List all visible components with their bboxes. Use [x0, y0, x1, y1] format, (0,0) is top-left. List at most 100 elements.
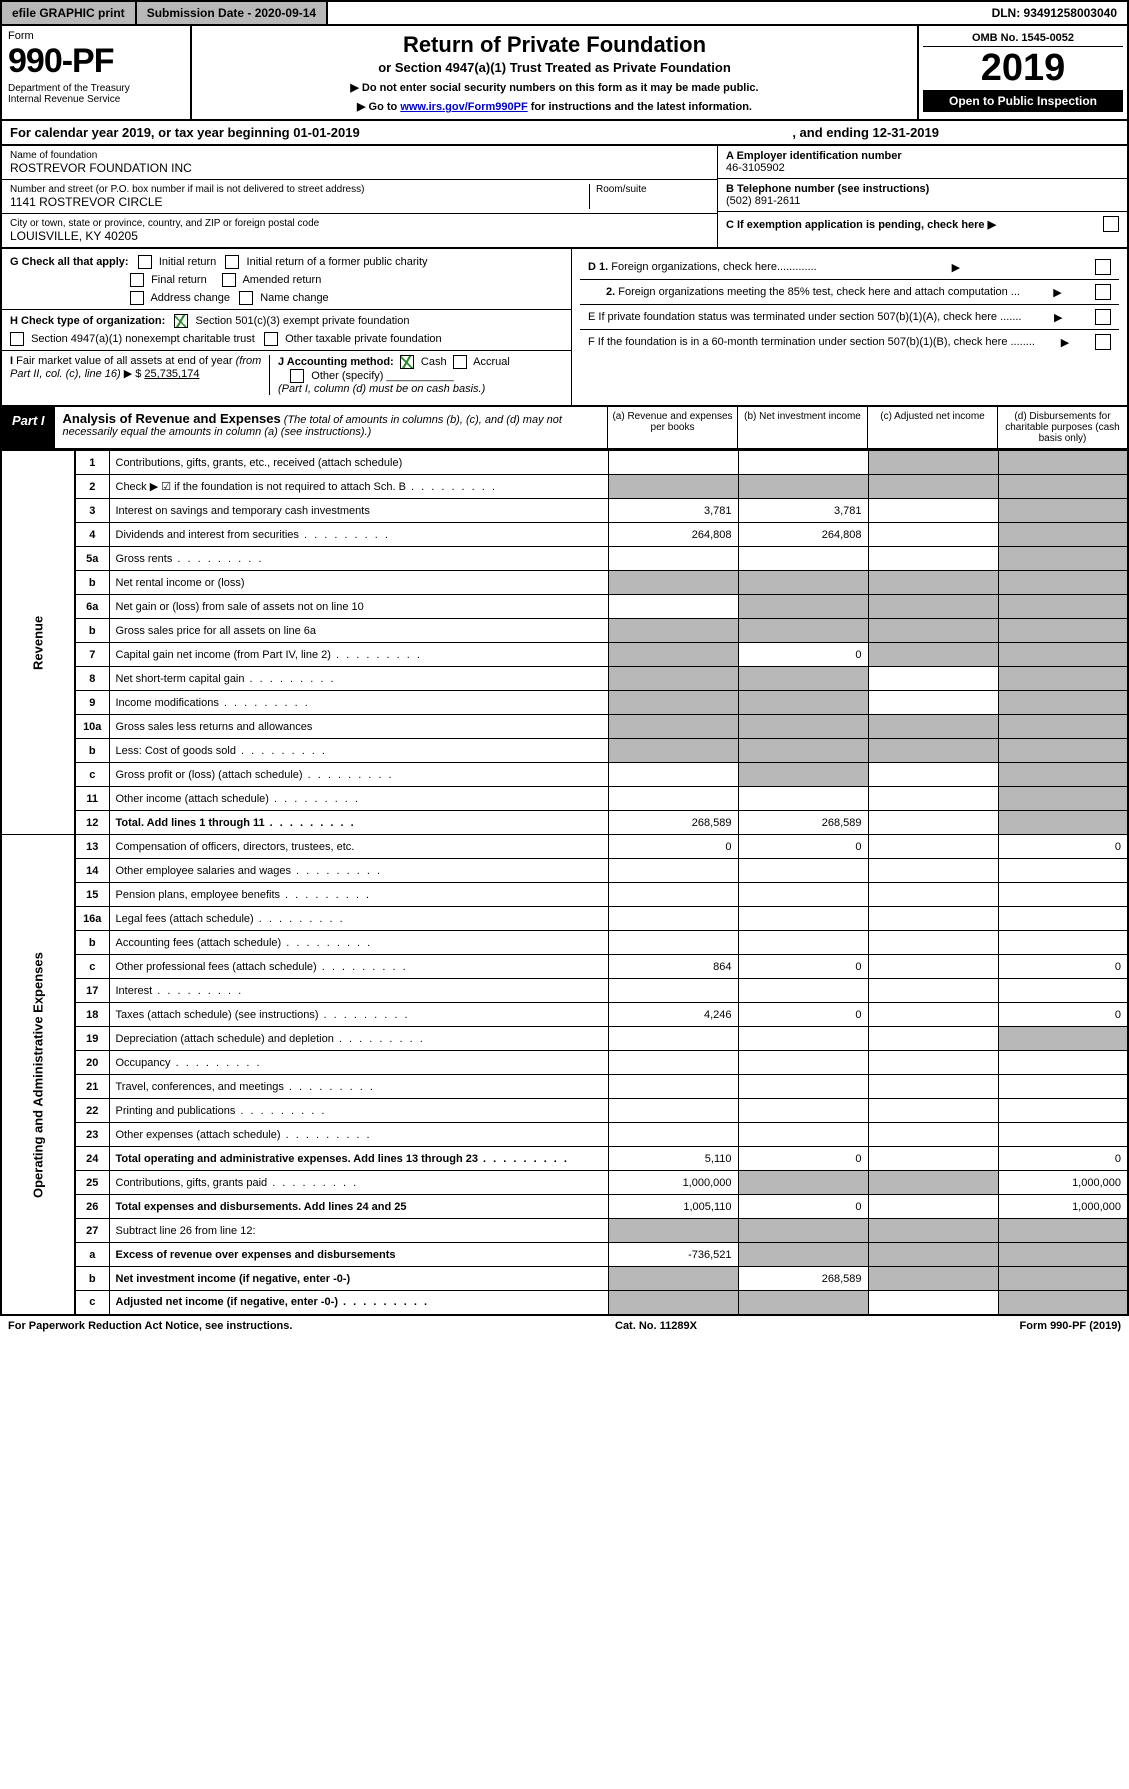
name-change-check[interactable] — [239, 291, 253, 305]
f-check[interactable] — [1095, 334, 1111, 350]
line-desc: Other professional fees (attach schedule… — [109, 955, 608, 979]
line-desc: Legal fees (attach schedule) — [109, 907, 608, 931]
table-row: 2Check ▶ ☑ if the foundation is not requ… — [1, 475, 1128, 499]
efile-button[interactable]: efile GRAPHIC print — [2, 2, 137, 24]
line-desc: Contributions, gifts, grants paid — [109, 1171, 608, 1195]
table-row: 25Contributions, gifts, grants paid1,000… — [1, 1171, 1128, 1195]
d2-check[interactable] — [1095, 284, 1111, 300]
table-row: 15Pension plans, employee benefits — [1, 883, 1128, 907]
line-num: 16a — [75, 907, 109, 931]
line-num: b — [75, 1267, 109, 1291]
omb: OMB No. 1545-0052 — [923, 30, 1123, 47]
amended-return-check[interactable] — [222, 273, 236, 287]
c-check[interactable] — [1103, 216, 1119, 232]
table-row: 7Capital gain net income (from Part IV, … — [1, 643, 1128, 667]
addr-label: Number and street (or P.O. box number if… — [10, 184, 589, 195]
note-1: ▶ Do not enter social security numbers o… — [198, 81, 911, 94]
line-desc: Total. Add lines 1 through 11 — [109, 811, 608, 835]
line-desc: Adjusted net income (if negative, enter … — [109, 1291, 608, 1315]
table-row: 10aGross sales less returns and allowanc… — [1, 715, 1128, 739]
initial-return-check[interactable] — [138, 255, 152, 269]
line-num: 21 — [75, 1075, 109, 1099]
line-num: 1 — [75, 451, 109, 475]
name-label: Name of foundation — [10, 150, 709, 161]
line-num: 5a — [75, 547, 109, 571]
address-change-check[interactable] — [130, 291, 144, 305]
irs-link[interactable]: www.irs.gov/Form990PF — [400, 101, 527, 113]
line-desc: Net short-term capital gain — [109, 667, 608, 691]
line-num: 12 — [75, 811, 109, 835]
table-row: 4Dividends and interest from securities2… — [1, 523, 1128, 547]
line-desc: Accounting fees (attach schedule) — [109, 931, 608, 955]
line-num: 25 — [75, 1171, 109, 1195]
address: 1141 ROSTREVOR CIRCLE — [10, 195, 589, 209]
section-label: Operating and Administrative Expenses — [1, 835, 75, 1315]
line-desc: Interest — [109, 979, 608, 1003]
e-check[interactable] — [1095, 309, 1111, 325]
city-label: City or town, state or province, country… — [10, 218, 709, 229]
line-desc: Check ▶ ☑ if the foundation is not requi… — [109, 475, 608, 499]
table-row: 27Subtract line 26 from line 12: — [1, 1219, 1128, 1243]
main-table: Revenue1Contributions, gifts, grants, et… — [0, 450, 1129, 1316]
line-desc: Income modifications — [109, 691, 608, 715]
h-label: H Check type of organization: — [10, 315, 165, 327]
line-desc: Net investment income (if negative, ente… — [109, 1267, 608, 1291]
ein: 46-3105902 — [726, 162, 1119, 174]
g-label: G Check all that apply: — [10, 256, 129, 268]
table-row: 14Other employee salaries and wages — [1, 859, 1128, 883]
line-desc: Net gain or (loss) from sale of assets n… — [109, 595, 608, 619]
line-num: 6a — [75, 595, 109, 619]
ein-label: A Employer identification number — [726, 150, 1119, 162]
table-row: 3Interest on savings and temporary cash … — [1, 499, 1128, 523]
line-num: c — [75, 763, 109, 787]
line-num: 13 — [75, 835, 109, 859]
col-d: (d) Disbursements for charitable purpose… — [997, 407, 1127, 448]
line-num: 11 — [75, 787, 109, 811]
table-row: 17Interest — [1, 979, 1128, 1003]
line-desc: Other expenses (attach schedule) — [109, 1123, 608, 1147]
foundation-name: ROSTREVOR FOUNDATION INC — [10, 161, 709, 175]
line-desc: Gross sales less returns and allowances — [109, 715, 608, 739]
table-row: 24Total operating and administrative exp… — [1, 1147, 1128, 1171]
line-num: b — [75, 571, 109, 595]
form-title: Return of Private Foundation — [198, 32, 911, 58]
line-desc: Subtract line 26 from line 12: — [109, 1219, 608, 1243]
line-desc: Gross sales price for all assets on line… — [109, 619, 608, 643]
other-method-check[interactable] — [290, 369, 304, 383]
section-label: Revenue — [1, 451, 75, 835]
line-num: 26 — [75, 1195, 109, 1219]
table-row: 5aGross rents — [1, 547, 1128, 571]
table-row: 23Other expenses (attach schedule) — [1, 1123, 1128, 1147]
line-desc: Pension plans, employee benefits — [109, 883, 608, 907]
initial-former-check[interactable] — [225, 255, 239, 269]
table-row: 21Travel, conferences, and meetings — [1, 1075, 1128, 1099]
line-num: 23 — [75, 1123, 109, 1147]
line-desc: Compensation of officers, directors, tru… — [109, 835, 608, 859]
line-num: b — [75, 931, 109, 955]
line-desc: Printing and publications — [109, 1099, 608, 1123]
line-desc: Net rental income or (loss) — [109, 571, 608, 595]
calendar-year-row: For calendar year 2019, or tax year begi… — [0, 121, 1129, 146]
table-row: 19Depreciation (attach schedule) and dep… — [1, 1027, 1128, 1051]
line-num: 15 — [75, 883, 109, 907]
501c3-check[interactable] — [174, 314, 188, 328]
accrual-check[interactable] — [453, 355, 467, 369]
line-num: 19 — [75, 1027, 109, 1051]
final-return-check[interactable] — [130, 273, 144, 287]
trust-check[interactable] — [10, 332, 24, 346]
table-row: 20Occupancy — [1, 1051, 1128, 1075]
line-num: 22 — [75, 1099, 109, 1123]
other-taxable-check[interactable] — [264, 332, 278, 346]
line-desc: Gross rents — [109, 547, 608, 571]
city: LOUISVILLE, KY 40205 — [10, 229, 709, 243]
col-b: (b) Net investment income — [737, 407, 867, 448]
table-row: 11Other income (attach schedule) — [1, 787, 1128, 811]
form-number: 990-PF — [8, 42, 184, 81]
line-num: 8 — [75, 667, 109, 691]
table-row: bNet rental income or (loss) — [1, 571, 1128, 595]
footer-mid: Cat. No. 11289X — [615, 1320, 697, 1332]
cash-check[interactable] — [400, 355, 414, 369]
form-label: Form — [8, 30, 184, 42]
d1-check[interactable] — [1095, 259, 1111, 275]
line-desc: Travel, conferences, and meetings — [109, 1075, 608, 1099]
